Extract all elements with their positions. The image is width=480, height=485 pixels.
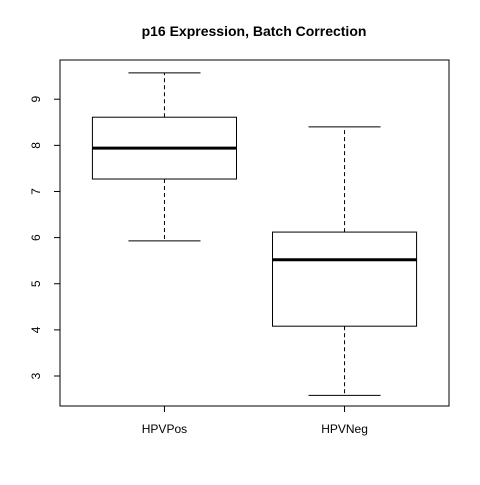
x-category-label: HPVNeg <box>321 422 368 436</box>
y-tick-label: 9 <box>29 96 43 103</box>
x-category-label: HPVPos <box>142 422 187 436</box>
chart-title: p16 Expression, Batch Correction <box>142 23 367 39</box>
y-tick-label: 5 <box>29 280 43 287</box>
y-tick-label: 7 <box>29 188 43 195</box>
box-hpvneg <box>272 126 418 396</box>
iqr-box <box>272 231 418 327</box>
y-axis: 3 4 5 6 7 8 9 <box>29 96 61 379</box>
boxes-group <box>91 72 418 396</box>
y-tick-label: 3 <box>29 372 43 379</box>
y-tick-label: 8 <box>29 142 43 149</box>
x-axis-labels: HPVPos HPVNeg <box>142 406 368 436</box>
box-hpvpos <box>91 72 237 242</box>
y-tick-label: 4 <box>29 326 43 333</box>
y-tick-label: 6 <box>29 234 43 241</box>
